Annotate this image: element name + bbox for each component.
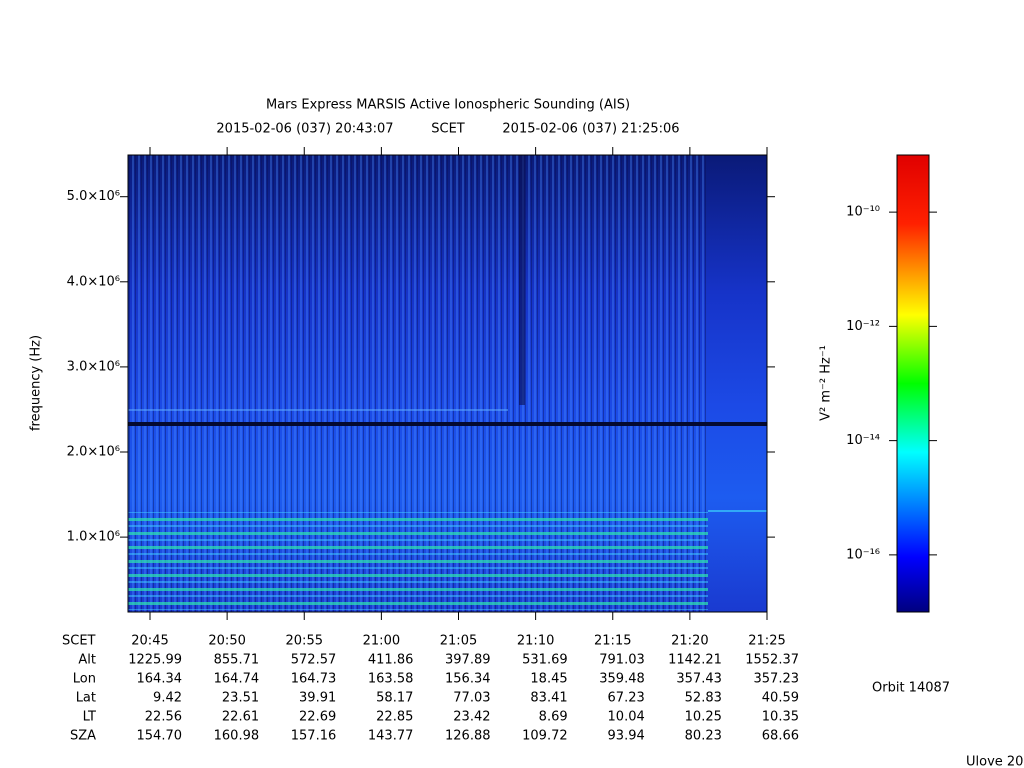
y-tick-label: 2.0×10⁶ xyxy=(67,445,120,460)
ephemeris-label: Lon xyxy=(73,672,96,687)
ephemeris-value: 18.45 xyxy=(530,672,567,687)
colorbar xyxy=(896,154,930,613)
ephemeris-value: 10.25 xyxy=(685,710,722,725)
ephemeris-value: 22.85 xyxy=(376,710,413,725)
ephemeris-value: 531.69 xyxy=(522,653,568,668)
x-row-label: SCET xyxy=(62,634,96,649)
plot-frame xyxy=(127,154,768,613)
ephemeris-value: 163.58 xyxy=(368,672,414,687)
x-tick-label: 20:45 xyxy=(131,634,168,649)
ephemeris-value: 67.23 xyxy=(608,691,645,706)
orbit: Orbit 14087 xyxy=(872,681,950,696)
ephemeris-value: 411.86 xyxy=(368,653,414,668)
ephemeris-value: 22.69 xyxy=(299,710,336,725)
ephemeris-value: 154.70 xyxy=(137,729,183,744)
ephemeris-value: 8.69 xyxy=(539,710,568,725)
ephemeris-value: 1142.21 xyxy=(668,653,722,668)
start-time: 2015-02-06 (037) 20:43:07 xyxy=(216,122,393,137)
footer: Ulove 20131118 xyxy=(966,755,1024,768)
x-tick-label: 21:20 xyxy=(671,634,708,649)
colorbar-tick-label: 10⁻¹⁰ xyxy=(846,205,880,220)
spectrogram xyxy=(128,155,767,612)
x-tick-label: 21:10 xyxy=(517,634,554,649)
ephemeris-value: 23.42 xyxy=(453,710,490,725)
y-tick-label: 5.0×10⁶ xyxy=(67,189,120,204)
colorbar-tick-label: 10⁻¹² xyxy=(846,319,880,334)
ephemeris-value: 109.72 xyxy=(522,729,568,744)
ephemeris-value: 22.61 xyxy=(222,710,259,725)
ephemeris-value: 164.73 xyxy=(291,672,337,687)
ephemeris-value: 143.77 xyxy=(368,729,414,744)
x-tick-label: 21:00 xyxy=(363,634,400,649)
ephemeris-value: 359.48 xyxy=(599,672,645,687)
x-tick-label: 20:50 xyxy=(208,634,245,649)
y-tick-label: 4.0×10⁶ xyxy=(67,274,120,289)
ephemeris-value: 1225.99 xyxy=(128,653,182,668)
y-axis-label: frequency (Hz) xyxy=(29,335,44,431)
ephemeris-label: SZA xyxy=(70,729,96,744)
ephemeris-value: 77.03 xyxy=(453,691,490,706)
y-tick-label: 1.0×10⁶ xyxy=(67,530,120,545)
ephemeris-value: 357.23 xyxy=(754,672,800,687)
ephemeris-value: 572.57 xyxy=(291,653,337,668)
ephemeris-value: 164.74 xyxy=(214,672,260,687)
ephemeris-value: 160.98 xyxy=(214,729,260,744)
ephemeris-value: 126.88 xyxy=(445,729,491,744)
end-time: 2015-02-06 (037) 21:25:06 xyxy=(502,122,679,137)
ephemeris-value: 80.23 xyxy=(685,729,722,744)
ephemeris-value: 1552.37 xyxy=(745,653,799,668)
ephemeris-value: 357.43 xyxy=(676,672,722,687)
ephemeris-value: 58.17 xyxy=(376,691,413,706)
ephemeris-value: 791.03 xyxy=(599,653,645,668)
time-system: SCET xyxy=(431,122,465,137)
ephemeris-value: 10.04 xyxy=(608,710,645,725)
x-tick-label: 21:05 xyxy=(440,634,477,649)
ephemeris-value: 164.34 xyxy=(137,672,183,687)
colorbar-tick-label: 10⁻¹⁴ xyxy=(846,433,880,448)
ephemeris-value: 156.34 xyxy=(445,672,491,687)
chart-title: Mars Express MARSIS Active Ionospheric S… xyxy=(266,98,630,113)
ephemeris-value: 157.16 xyxy=(291,729,337,744)
y-tick-label: 3.0×10⁶ xyxy=(67,359,120,374)
ephemeris-value: 40.59 xyxy=(762,691,799,706)
ephemeris-label: Alt xyxy=(78,653,96,668)
x-tick-label: 20:55 xyxy=(286,634,323,649)
ephemeris-value: 83.41 xyxy=(530,691,567,706)
x-tick-label: 21:15 xyxy=(594,634,631,649)
ephemeris-value: 397.89 xyxy=(445,653,491,668)
ephemeris-value: 93.94 xyxy=(608,729,645,744)
ephemeris-label: Lat xyxy=(76,691,96,706)
ephemeris-value: 68.66 xyxy=(762,729,799,744)
ephemeris-value: 23.51 xyxy=(222,691,259,706)
ephemeris-value: 52.83 xyxy=(685,691,722,706)
ephemeris-label: LT xyxy=(83,710,96,725)
ephemeris-value: 855.71 xyxy=(214,653,260,668)
ephemeris-value: 22.56 xyxy=(145,710,182,725)
ephemeris-value: 10.35 xyxy=(762,710,799,725)
colorbar-tick-label: 10⁻¹⁶ xyxy=(846,547,880,562)
x-tick-label: 21:25 xyxy=(748,634,785,649)
ephemeris-value: 39.91 xyxy=(299,691,336,706)
ephemeris-value: 9.42 xyxy=(153,691,182,706)
colorbar-label: V² m⁻² Hz⁻¹ xyxy=(819,345,834,421)
